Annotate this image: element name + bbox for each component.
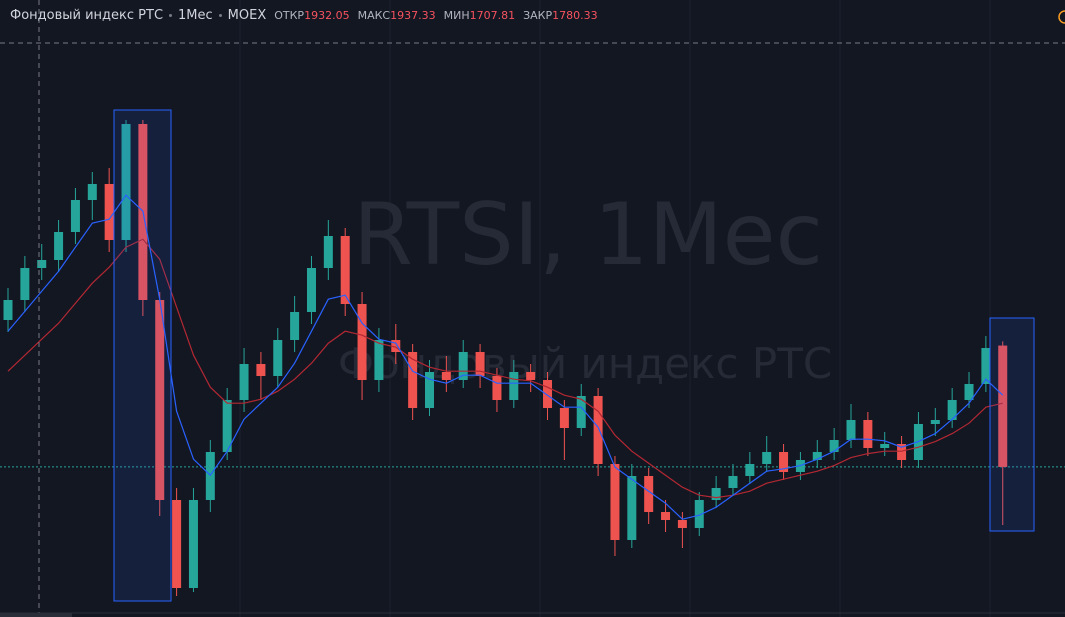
candle-body — [357, 304, 367, 380]
candle-body — [104, 184, 114, 240]
candle-body — [812, 452, 822, 460]
candle-body — [306, 268, 316, 312]
ohlc-label: ЗАКР — [523, 9, 553, 22]
candle-body — [677, 520, 687, 528]
candle-body — [998, 345, 1008, 467]
ohlc-value: 1932.05 — [304, 9, 350, 22]
candle-body — [20, 268, 30, 300]
candle-body — [930, 420, 940, 424]
candle-body — [846, 420, 856, 440]
candle-body — [239, 364, 249, 400]
candle-body — [897, 444, 907, 460]
candle-body — [559, 408, 569, 428]
ohlc-label: МИН — [443, 9, 470, 22]
candle-body — [222, 400, 232, 452]
candle-body — [475, 352, 485, 376]
candle-body — [458, 352, 468, 380]
separator — [169, 14, 173, 17]
candle-body — [290, 312, 300, 340]
candle-body — [441, 372, 451, 380]
ohlc-label: ОТКР — [274, 9, 305, 22]
candle-body — [829, 440, 839, 452]
candle-body — [880, 444, 890, 448]
candle-body — [374, 340, 384, 380]
scroll-thumb[interactable] — [0, 613, 72, 617]
ohlc-label: МАКС — [357, 9, 391, 22]
plot — [0, 120, 1065, 596]
clock-icon[interactable] — [1058, 10, 1065, 24]
watermark-title: RTSI, 1Мес — [353, 185, 823, 285]
candle-body — [323, 236, 333, 268]
candle-body — [576, 396, 586, 428]
candle-body — [37, 260, 47, 268]
candle-body — [762, 452, 772, 464]
candle-body — [340, 236, 350, 304]
candle-body — [694, 500, 704, 528]
grid — [239, 0, 991, 617]
candle-body — [593, 396, 603, 464]
interval[interactable]: 1Мес — [178, 8, 213, 23]
candle-body — [543, 380, 553, 408]
candle-body — [87, 184, 97, 200]
symbol[interactable]: Фондовый индекс РТС — [10, 8, 164, 23]
candle-body — [711, 488, 721, 500]
candle-body — [273, 340, 283, 376]
candle-body — [627, 476, 637, 540]
watermark-subtitle: Фондовый индекс РТС — [338, 339, 832, 388]
candle-body — [3, 300, 13, 320]
separator — [218, 14, 222, 17]
candle-body — [172, 500, 182, 588]
candle-body — [408, 352, 418, 408]
candle-body — [981, 348, 991, 384]
candle-body — [425, 372, 434, 408]
candle-body — [947, 400, 957, 420]
moving-average — [7, 238, 1003, 499]
candle-body — [779, 452, 789, 472]
candle-body — [728, 476, 738, 488]
candle-body — [188, 500, 198, 588]
ohlc-value: 1780.33 — [552, 9, 598, 22]
candle-body — [391, 340, 401, 352]
candle-body — [964, 384, 974, 400]
ohlc-value: 1707.81 — [469, 9, 516, 22]
highlight-box — [113, 109, 172, 602]
candle-body — [526, 372, 536, 380]
candle-body — [745, 464, 755, 476]
candle-body — [863, 420, 873, 448]
candle-body — [509, 372, 519, 400]
candle-body — [492, 376, 502, 400]
candle-body — [121, 124, 131, 240]
moving-average — [7, 194, 1004, 520]
highlight-box — [989, 317, 1035, 532]
legend-header: Фондовый индекс РТС 1Мес MOEX ОТКР 1932.0… — [10, 8, 598, 23]
candle-body — [155, 300, 165, 500]
candle-body — [256, 364, 266, 376]
exchange[interactable]: MOEX — [227, 8, 267, 23]
candle-body — [661, 512, 671, 520]
candle-body — [54, 232, 64, 260]
candle-body — [644, 476, 654, 512]
ohlc-value: 1937.33 — [390, 9, 436, 22]
candle-body — [70, 200, 80, 232]
candle-body — [610, 464, 620, 540]
